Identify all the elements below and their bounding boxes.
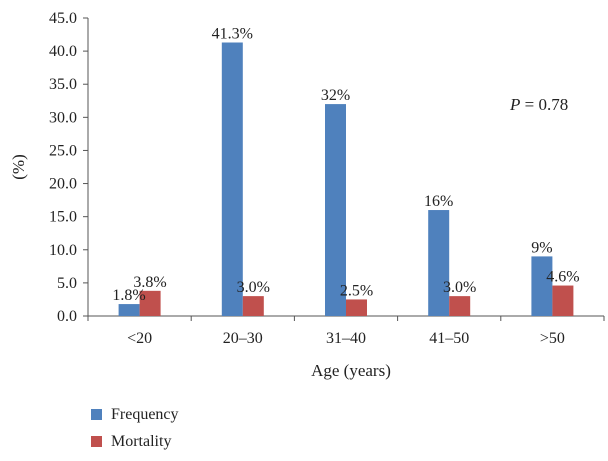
y-tick-label: 40.0 bbox=[49, 43, 77, 60]
y-tick-label: 5.0 bbox=[57, 275, 77, 292]
frequency-data-label: 16% bbox=[424, 193, 453, 210]
x-tick-label: 31–40 bbox=[326, 330, 366, 347]
frequency-legend-label: Frequency bbox=[111, 406, 179, 423]
y-tick-label: 45.0 bbox=[49, 10, 77, 27]
frequency-bar bbox=[428, 210, 450, 316]
y-tick-label: 25.0 bbox=[49, 142, 77, 159]
y-tick-label: 30.0 bbox=[49, 109, 77, 126]
frequency-bar bbox=[221, 42, 243, 316]
y-axis-ticks: 0.0 5.0 10.0 15.0 20.0 25.0 30.0 35.0 40.0 45.0 bbox=[49, 10, 88, 325]
p-value-symbol: P bbox=[509, 95, 520, 114]
mortality-data-label: 2.5% bbox=[340, 282, 373, 299]
mortality-bar bbox=[139, 290, 161, 316]
y-tick-label: 15.0 bbox=[49, 209, 77, 226]
legend: Frequency Mortality bbox=[91, 406, 179, 450]
mortality-bar bbox=[242, 296, 264, 316]
mortality-legend-swatch bbox=[91, 436, 102, 447]
p-value-annotation: P = 0.78 bbox=[509, 95, 568, 114]
data-labels: 1.8% 41.3% 32% 16% 9% 3.8% 3.0% 2.5% 3.0% 4.6% bbox=[112, 26, 579, 305]
frequency-bar bbox=[325, 104, 346, 316]
y-tick-label: 35.0 bbox=[49, 76, 77, 93]
x-tick-label: 20–30 bbox=[223, 330, 263, 347]
y-tick-label: 10.0 bbox=[49, 242, 77, 259]
frequency-data-label: 1.8% bbox=[112, 287, 145, 304]
mortality-data-label: 3.8% bbox=[133, 274, 166, 291]
x-tick-label: <20 bbox=[127, 330, 152, 347]
frequency-data-label: 41.3% bbox=[212, 26, 253, 43]
mortality-data-label: 3.0% bbox=[237, 279, 270, 296]
mortality-data-label: 4.6% bbox=[546, 269, 579, 286]
x-tick-label: 41–50 bbox=[429, 330, 469, 347]
y-tick-label: 20.0 bbox=[49, 176, 77, 193]
x-axis-title: Age (years) bbox=[311, 361, 391, 380]
bars bbox=[118, 42, 574, 316]
frequency-legend-swatch bbox=[91, 409, 102, 420]
mortality-data-label: 3.0% bbox=[443, 279, 476, 296]
x-axis-ticks: <20 20–30 31–40 41–50 >50 bbox=[87, 316, 605, 347]
x-tick-label: >50 bbox=[540, 330, 565, 347]
frequency-data-label: 32% bbox=[321, 87, 350, 104]
mortality-bar bbox=[449, 296, 471, 316]
mortality-bar bbox=[346, 299, 367, 316]
frequency-bar bbox=[531, 256, 553, 316]
p-value-text: = 0.78 bbox=[520, 95, 568, 114]
y-tick-label: 0.0 bbox=[57, 308, 77, 325]
mortality-bar bbox=[552, 285, 574, 316]
frequency-bar bbox=[118, 304, 140, 316]
mortality-legend-label: Mortality bbox=[111, 433, 171, 450]
frequency-data-label: 9% bbox=[531, 239, 552, 256]
y-axis-title: (%) bbox=[9, 154, 28, 179]
